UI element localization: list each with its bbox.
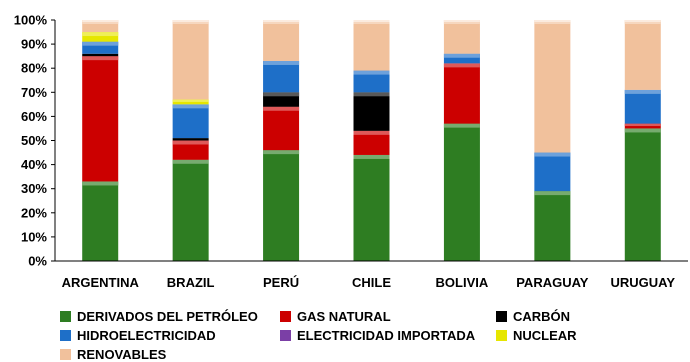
legend-label: GAS NATURAL [297,309,391,324]
bar-segment-highlight [173,141,209,145]
bar-segment [263,61,299,92]
bar-segment [625,128,661,261]
bar-segment-highlight [625,90,661,94]
legend-label: HIDROELECTRICIDAD [77,328,216,343]
x-tick-label: URUGUAY [611,275,676,290]
legend-item: GAS NATURAL [280,308,391,324]
legend-swatch [60,311,71,322]
bar-segment-highlight [354,155,390,159]
legend-item: HIDROELECTRICIDAD [60,327,216,343]
x-tick-label: PARAGUAY [516,275,589,290]
legend-swatch [280,311,291,322]
bar-segment-highlight [82,42,118,46]
bar-segment [625,20,661,90]
bar-top-cap [444,20,480,22]
bar-segment-highlight [82,32,118,36]
bar-top-cap [534,20,570,22]
legend-item: NUCLEAR [496,327,577,343]
legend-label: CARBÓN [513,309,570,324]
bar-segment [173,138,209,140]
legend-swatch [496,330,507,341]
bars [82,20,661,261]
y-tick-label: 10% [21,229,47,244]
bar-top-cap [354,20,390,22]
bar-segment-highlight [625,124,661,126]
bar-segment [444,20,480,54]
bar-segment [354,20,390,71]
bar-segment [444,63,480,123]
legend-swatch [280,330,291,341]
legend-label: RENOVABLES [77,347,166,362]
legend-swatch [60,330,71,341]
bar-segment [534,153,570,192]
bar-segment-highlight [263,150,299,154]
x-tick-label: CHILE [352,275,391,290]
bar-segment-highlight [82,181,118,185]
y-tick-label: 40% [21,157,47,172]
bar-top-cap [625,20,661,22]
legend-swatch [60,349,71,360]
bar-segment-highlight [173,100,209,102]
legend-item: ELECTRICIDAD IMPORTADA [280,327,475,343]
legend-label: DERIVADOS DEL PETRÓLEO [77,309,258,324]
bar-segment [263,107,299,150]
bar-segment [82,56,118,181]
y-tick-label: 30% [21,181,47,196]
bar-segment-highlight [354,92,390,96]
bar-segment-highlight [173,104,209,108]
bar-segment-highlight [263,61,299,65]
bar-segment-highlight [444,54,480,58]
x-tick-label: ARGENTINA [62,275,140,290]
y-tick-label: 60% [21,109,47,124]
bar-top-cap [263,20,299,22]
y-tick-label: 100% [14,13,48,28]
y-tick-label: 80% [21,61,47,76]
bar-segment [263,150,299,261]
legend: DERIVADOS DEL PETRÓLEO GAS NATURAL CARBÓN H… [60,306,690,361]
bar-segment [534,191,570,261]
bar-segment [354,155,390,261]
y-tick-label: 0% [28,254,47,269]
bar-segment [173,20,209,100]
x-tick-label: BRAZIL [167,275,215,290]
y-axis: 0% 10% 20% 30% 40% 50% 60% 70% 80% 90% 100% [14,13,55,269]
bar-segment-highlight [534,191,570,195]
bar-segment-highlight [534,153,570,157]
bar-segment [173,160,209,261]
legend-label: NUCLEAR [513,328,577,343]
x-tick-label: PERÚ [263,275,299,290]
legend-label: ELECTRICIDAD IMPORTADA [297,328,475,343]
y-tick-label: 20% [21,205,47,220]
bar-segment-highlight [82,56,118,60]
legend-item: DERIVADOS DEL PETRÓLEO [60,308,258,324]
bar-segment [173,104,209,138]
bar-segment-highlight [354,71,390,75]
bar-segment [444,124,480,261]
y-tick-label: 70% [21,85,47,100]
bar-segment [82,181,118,261]
bar-segment [82,54,118,56]
y-tick-label: 90% [21,37,47,52]
x-axis: ARGENTINA BRAZIL PERÚ CHILE BOLIVIA PARAGUAY U… [55,261,688,290]
stacked-bar-chart: 0% 10% 20% 30% 40% 50% 60% 70% 80% 90% 100% ARGENT… [0,0,690,305]
bar-top-cap [173,20,209,22]
bar-segment-highlight [263,107,299,111]
legend-item: CARBÓN [496,308,570,324]
bar-segment-highlight [444,124,480,128]
y-tick-label: 50% [21,133,47,148]
bar-segment-highlight [354,131,390,135]
bar-segment-highlight [444,63,480,67]
bar-segment-highlight [173,160,209,164]
bar-segment-highlight [263,92,299,96]
bar-segment [534,20,570,153]
bar-segment [625,90,661,124]
legend-swatch [496,311,507,322]
bar-segment [354,92,390,131]
bar-segment-highlight [625,128,661,132]
legend-item: RENOVABLES [60,346,166,362]
x-tick-label: BOLIVIA [436,275,489,290]
bar-segment [263,20,299,61]
bar-top-cap [82,20,118,22]
